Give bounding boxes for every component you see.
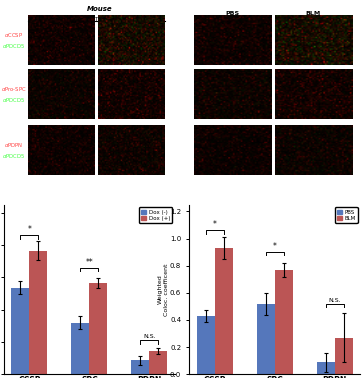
Y-axis label: Weighted
Coloc. coefficent: Weighted Coloc. coefficent [158, 263, 169, 316]
Text: PBS: PBS [226, 11, 240, 16]
Text: *: * [273, 242, 277, 251]
Text: Dox (-): Dox (-) [52, 26, 71, 31]
Text: $\alpha$PDPN: $\alpha$PDPN [4, 141, 24, 149]
Text: Dox (+): Dox (+) [120, 26, 142, 31]
Bar [257, 304, 274, 374]
Text: $\alpha$PDCD5: $\alpha$PDCD5 [2, 42, 25, 50]
Text: *: * [213, 220, 217, 229]
Bar [274, 270, 293, 374]
Legend: Dox (-), Dox (+): Dox (-), Dox (+) [139, 208, 173, 223]
Text: **: ** [86, 257, 93, 266]
Legend: PBS, BLM: PBS, BLM [335, 208, 357, 223]
Text: N.S.: N.S. [328, 297, 341, 303]
Bar [11, 288, 29, 374]
Text: *: * [28, 225, 31, 234]
Text: $\alpha$Pro-SPC: $\alpha$Pro-SPC [1, 85, 27, 93]
Bar [197, 316, 215, 374]
Text: N.S.: N.S. [143, 334, 156, 339]
Text: $\alpha$PDCD5: $\alpha$PDCD5 [2, 152, 25, 160]
Bar [71, 322, 90, 374]
Text: BLM: BLM [305, 11, 321, 16]
Bar [90, 283, 107, 374]
Bar [131, 361, 149, 374]
Text: $\alpha$PDCD5: $\alpha$PDCD5 [2, 96, 25, 104]
Bar [215, 248, 233, 374]
Bar [149, 351, 167, 374]
Text: ($\it{Ccsp}$-TGF$\beta$-TG): ($\it{Ccsp}$-TGF$\beta$-TG) [77, 15, 122, 24]
Bar [29, 251, 47, 374]
Text: $\alpha$CCSP: $\alpha$CCSP [4, 31, 24, 39]
Text: Mouse: Mouse [87, 6, 112, 12]
Bar [317, 362, 335, 374]
Bar [335, 338, 353, 374]
